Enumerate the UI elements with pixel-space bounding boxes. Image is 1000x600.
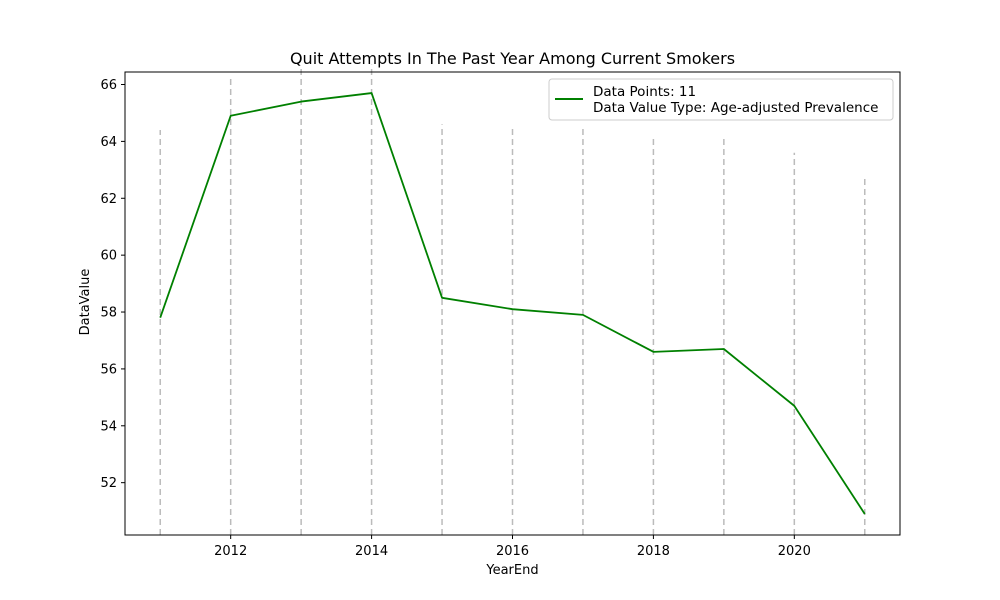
x-tick-label-2014: 2014 bbox=[355, 544, 388, 559]
plot-area: 2012 2014 2016 2018 2020 52 54 56 58 60 62 64 66 bbox=[100, 64, 901, 559]
y-axis-label: DataValue bbox=[78, 269, 93, 336]
y-tick-label-62: 62 bbox=[100, 192, 117, 207]
y-tick-label-64: 64 bbox=[100, 135, 117, 150]
legend-entry-line2: Data Value Type: Age-adjusted Prevalence bbox=[593, 100, 878, 116]
y-tick-label-60: 60 bbox=[100, 249, 117, 264]
legend-box bbox=[548, 78, 894, 121]
x-tick-label-2020: 2020 bbox=[778, 544, 811, 559]
y-tick-label-56: 56 bbox=[100, 362, 117, 377]
legend: Data Points: 11 Data Value Type: Age-adj… bbox=[548, 78, 894, 121]
y-tick-label-66: 66 bbox=[100, 78, 117, 93]
x-axis-label: YearEnd bbox=[485, 563, 538, 578]
x-tick-label-2018: 2018 bbox=[637, 544, 670, 559]
x-tick-label-2016: 2016 bbox=[496, 544, 529, 559]
y-tick-label-54: 54 bbox=[100, 419, 117, 434]
legend-entry-line1: Data Points: 11 bbox=[593, 84, 696, 100]
x-tick-label-2012: 2012 bbox=[214, 544, 247, 559]
chart-title: Quit Attempts In The Past Year Among Cur… bbox=[290, 49, 735, 68]
y-tick-label-52: 52 bbox=[100, 476, 117, 491]
y-tick-label-58: 58 bbox=[100, 306, 117, 321]
